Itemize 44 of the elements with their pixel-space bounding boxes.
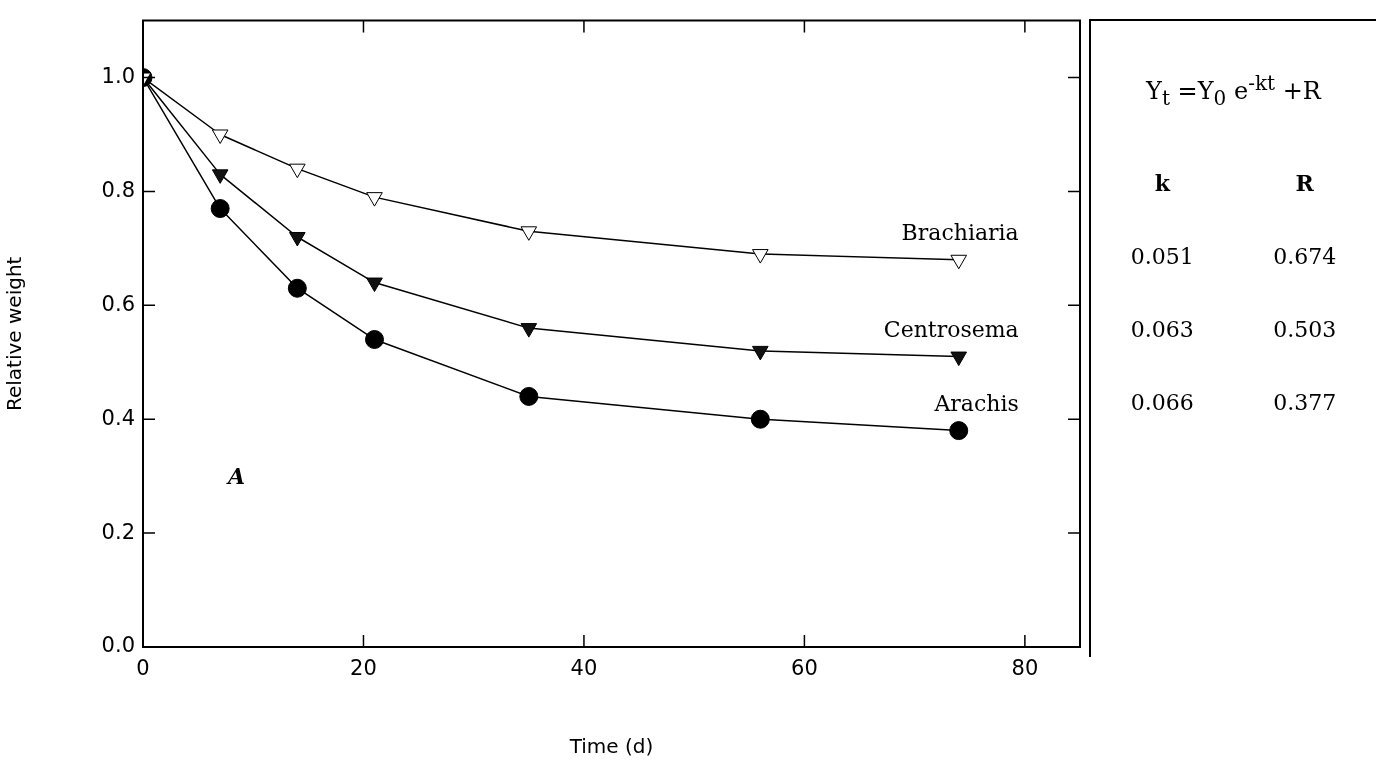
point — [364, 330, 384, 349]
y-tick-label: 0.2 — [101, 519, 135, 544]
point — [750, 409, 770, 429]
point — [211, 169, 229, 184]
point — [519, 386, 539, 406]
text: 0.674 — [1272, 243, 1338, 269]
point — [366, 277, 383, 293]
point — [520, 226, 538, 241]
point — [752, 345, 769, 361]
x-tick-label: 20 — [350, 656, 377, 681]
text: Y$_{t}$ =Y$_{0}$ e$^{-kt}$ +R — [1144, 71, 1323, 110]
point — [210, 199, 230, 219]
point — [520, 323, 538, 338]
legend-label: Arachis — [933, 391, 1019, 417]
point — [366, 192, 383, 207]
series-label: Brachiaria — [901, 220, 1019, 246]
y-tick-label: 0.8 — [101, 177, 135, 202]
point — [289, 231, 306, 247]
point — [287, 278, 307, 298]
point — [211, 129, 229, 144]
y-tick-label: 0.6 — [101, 291, 135, 316]
point — [950, 351, 968, 367]
series-label: Centrosema — [883, 317, 1019, 343]
x-tick-label: 40 — [570, 656, 598, 681]
y-tick-label: 1.0 — [101, 64, 135, 88]
text: 0.063 — [1129, 316, 1195, 342]
y-axis-title: Relative weight — [2, 256, 27, 412]
y-tick-label: 0.0 — [101, 633, 135, 658]
text: R — [1294, 169, 1315, 196]
annotation: A — [226, 462, 246, 489]
point — [289, 163, 306, 179]
x-tick-label: 80 — [1011, 656, 1039, 681]
text: 0.503 — [1272, 316, 1338, 342]
text: k — [1153, 169, 1172, 196]
x-tick-label: 0 — [136, 656, 150, 681]
text: 0.051 — [1129, 243, 1195, 269]
y-tick-label: 0.4 — [101, 405, 135, 430]
text: 0.377 — [1272, 389, 1338, 415]
x-axis-title: Time (d) — [568, 734, 654, 759]
x-tick-label: 60 — [791, 656, 818, 681]
text: 0.066 — [1129, 389, 1195, 415]
point — [950, 254, 968, 270]
point — [752, 249, 769, 264]
point — [949, 421, 969, 441]
